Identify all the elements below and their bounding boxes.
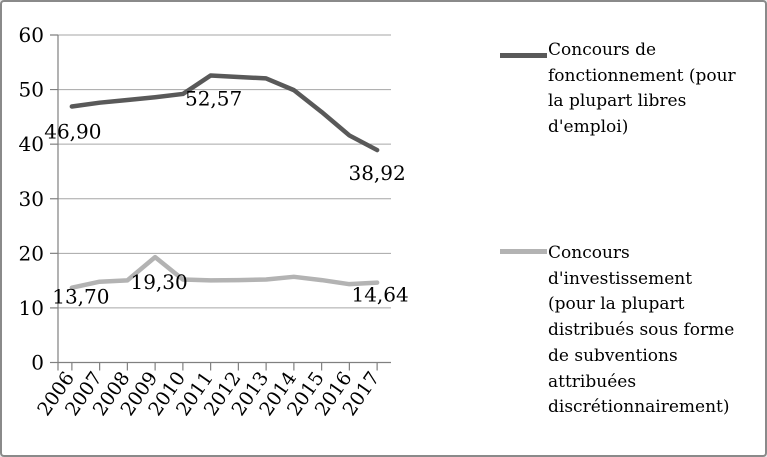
data-point-label: 46,90: [44, 120, 101, 144]
data-point-label: 38,92: [348, 161, 405, 185]
data-point-label: 14,64: [351, 283, 408, 307]
data-point-label: 19,30: [130, 270, 187, 294]
series-line-fonctionnement: [69, 73, 380, 153]
series-line-investissement: [69, 254, 380, 290]
y-axis-label: 20: [19, 241, 44, 265]
y-axis-label: 40: [19, 132, 44, 156]
y-axis-label: 60: [19, 23, 44, 47]
y-axis-label: 50: [19, 78, 44, 102]
data-point-label: 52,57: [185, 87, 242, 111]
y-axis-label: 30: [19, 187, 44, 211]
legend-line-swatch-fonctionnement: [500, 53, 547, 58]
data-point-label: 13,70: [52, 285, 109, 309]
legend-item-fonctionnement: Concours de fonctionnement (pour la plup…: [500, 38, 752, 141]
legend-item-investissement: Concours d'investissement (pour la plupa…: [500, 241, 752, 421]
legend-label-fonctionnement: Concours de fonctionnement (pour la plup…: [548, 40, 736, 138]
y-axis-label: 10: [19, 296, 44, 320]
legend-line-swatch-investissement: [500, 249, 547, 254]
legend-label-investissement: Concours d'investissement (pour la plupa…: [548, 243, 735, 418]
y-axis-label: 0: [31, 351, 44, 375]
